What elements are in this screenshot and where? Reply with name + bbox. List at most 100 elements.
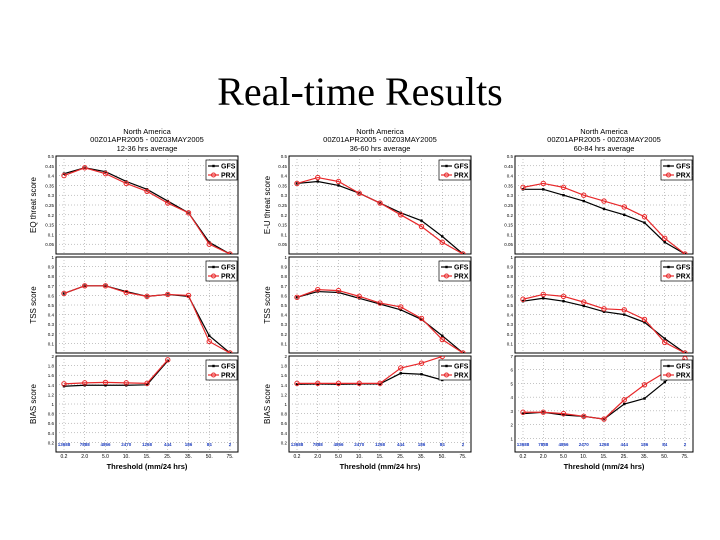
data-point-prx bbox=[418, 315, 425, 322]
legend-marker bbox=[667, 265, 670, 269]
data-point-prx bbox=[682, 251, 688, 254]
series-group bbox=[294, 356, 445, 387]
data-point-prx bbox=[601, 416, 607, 422]
data-point-prx bbox=[520, 409, 526, 415]
series-group bbox=[294, 174, 466, 254]
data-point-prx bbox=[560, 293, 567, 300]
y-tick-label: 0.1 bbox=[281, 232, 288, 237]
legend-marker bbox=[666, 372, 671, 378]
y-tick-label: 0.1 bbox=[48, 232, 55, 237]
legend-label: PRX bbox=[454, 274, 469, 281]
legend-marker bbox=[445, 364, 448, 368]
x-axis-label: Threshold (mm/24 hrs) bbox=[340, 462, 421, 471]
y-tick-label: 0.05 bbox=[504, 242, 513, 247]
data-point-prx bbox=[144, 380, 150, 387]
data-point-prx bbox=[641, 382, 648, 388]
sample-count: 84 bbox=[440, 442, 446, 447]
y-tick-label: 0.7 bbox=[507, 284, 514, 289]
data-point-gfs bbox=[602, 207, 606, 211]
y-tick-label: 0.9 bbox=[48, 265, 55, 270]
x-tick-label: 10. bbox=[580, 454, 587, 460]
data-point-gfs bbox=[643, 397, 646, 400]
x-tick-label: 2.0 bbox=[540, 454, 547, 460]
data-point-prx bbox=[165, 357, 171, 363]
y-tick-label: 7 bbox=[510, 354, 513, 359]
legend-label: PRX bbox=[676, 173, 691, 180]
data-point-prx bbox=[439, 239, 445, 245]
data-point-prx bbox=[185, 292, 192, 299]
x-tick-label: 0.2 bbox=[294, 454, 301, 460]
data-point-prx bbox=[294, 380, 300, 387]
y-tick-label: 0.3 bbox=[48, 322, 55, 327]
data-point-prx bbox=[185, 210, 192, 216]
sample-count: 84 bbox=[207, 442, 213, 447]
y-tick-label: 0.1 bbox=[48, 341, 55, 346]
data-point-prx bbox=[439, 336, 445, 343]
data-point-prx bbox=[520, 296, 526, 302]
data-point-prx bbox=[356, 380, 362, 387]
data-point-gfs bbox=[104, 384, 107, 387]
sample-count: 444 bbox=[397, 442, 405, 447]
x-tick-label: 10. bbox=[356, 454, 363, 460]
sample-count: 186 bbox=[418, 442, 426, 447]
y-axis-label: TSS score bbox=[263, 286, 272, 324]
y-tick-label: 0.6 bbox=[507, 293, 514, 298]
legend-marker bbox=[444, 273, 449, 279]
legend-marker bbox=[211, 273, 216, 279]
data-point-gfs bbox=[145, 383, 149, 386]
x-tick-label: 5.0 bbox=[335, 454, 342, 460]
data-point-prx bbox=[335, 287, 342, 294]
x-tick-label: 25. bbox=[397, 454, 404, 460]
y-tick-label: 0.1 bbox=[507, 232, 514, 237]
data-point-prx bbox=[621, 307, 627, 313]
legend-marker bbox=[666, 273, 671, 279]
y-tick-label: 0.7 bbox=[48, 284, 55, 289]
y-axis-label: E-U threat score bbox=[263, 175, 272, 234]
y-tick-label: 3 bbox=[510, 409, 513, 414]
data-point-gfs bbox=[663, 241, 666, 244]
y-tick-label: 0.2 bbox=[281, 332, 288, 337]
data-point-prx bbox=[460, 251, 466, 254]
y-tick-label: 4 bbox=[510, 395, 513, 400]
y-tick-label: 1.6 bbox=[281, 373, 288, 378]
y-tick-label: 1 bbox=[284, 402, 287, 407]
x-tick-label: 35. bbox=[641, 454, 648, 460]
legend-label: PRX bbox=[221, 274, 236, 281]
y-tick-label: 0.8 bbox=[507, 274, 514, 279]
data-point-gfs bbox=[316, 180, 319, 183]
x-tick-label: 25. bbox=[621, 454, 628, 460]
y-tick-label: 0.35 bbox=[504, 183, 513, 188]
y-tick-label: 0.4 bbox=[507, 313, 514, 318]
legend-marker bbox=[667, 364, 670, 368]
data-point-gfs bbox=[562, 194, 565, 197]
y-tick-label: 0.4 bbox=[48, 174, 55, 179]
series-line-prx bbox=[296, 176, 464, 254]
y-tick-label: 1.4 bbox=[281, 383, 288, 388]
legend-label: GFS bbox=[676, 164, 691, 171]
figure-header-line: North America bbox=[123, 127, 171, 136]
y-tick-label: 0.3 bbox=[281, 322, 288, 327]
legend-label: GFS bbox=[221, 164, 236, 171]
y-tick-label: 0.2 bbox=[48, 213, 55, 218]
y-tick-label: 0.1 bbox=[507, 341, 514, 346]
legend-label: PRX bbox=[676, 274, 691, 281]
data-point-prx bbox=[641, 214, 648, 220]
data-point-prx bbox=[460, 350, 466, 353]
data-point-prx bbox=[315, 380, 321, 387]
y-tick-label: 0.8 bbox=[48, 274, 55, 279]
y-tick-label: 5 bbox=[510, 381, 513, 386]
y-tick-label: 0.7 bbox=[281, 284, 288, 289]
sample-count: 4866 bbox=[558, 442, 569, 447]
y-tick-label: 0.15 bbox=[45, 223, 54, 228]
y-tick-label: 0.15 bbox=[504, 223, 513, 228]
data-point-gfs bbox=[542, 188, 545, 191]
data-point-prx bbox=[102, 170, 109, 177]
legend-marker bbox=[211, 372, 216, 378]
figure-header-line: North America bbox=[580, 127, 628, 136]
y-tick-label: 0.6 bbox=[281, 293, 288, 298]
legend-marker bbox=[212, 265, 215, 269]
data-point-prx bbox=[123, 180, 129, 187]
series-line-prx bbox=[523, 358, 686, 420]
data-point-prx bbox=[356, 293, 362, 300]
